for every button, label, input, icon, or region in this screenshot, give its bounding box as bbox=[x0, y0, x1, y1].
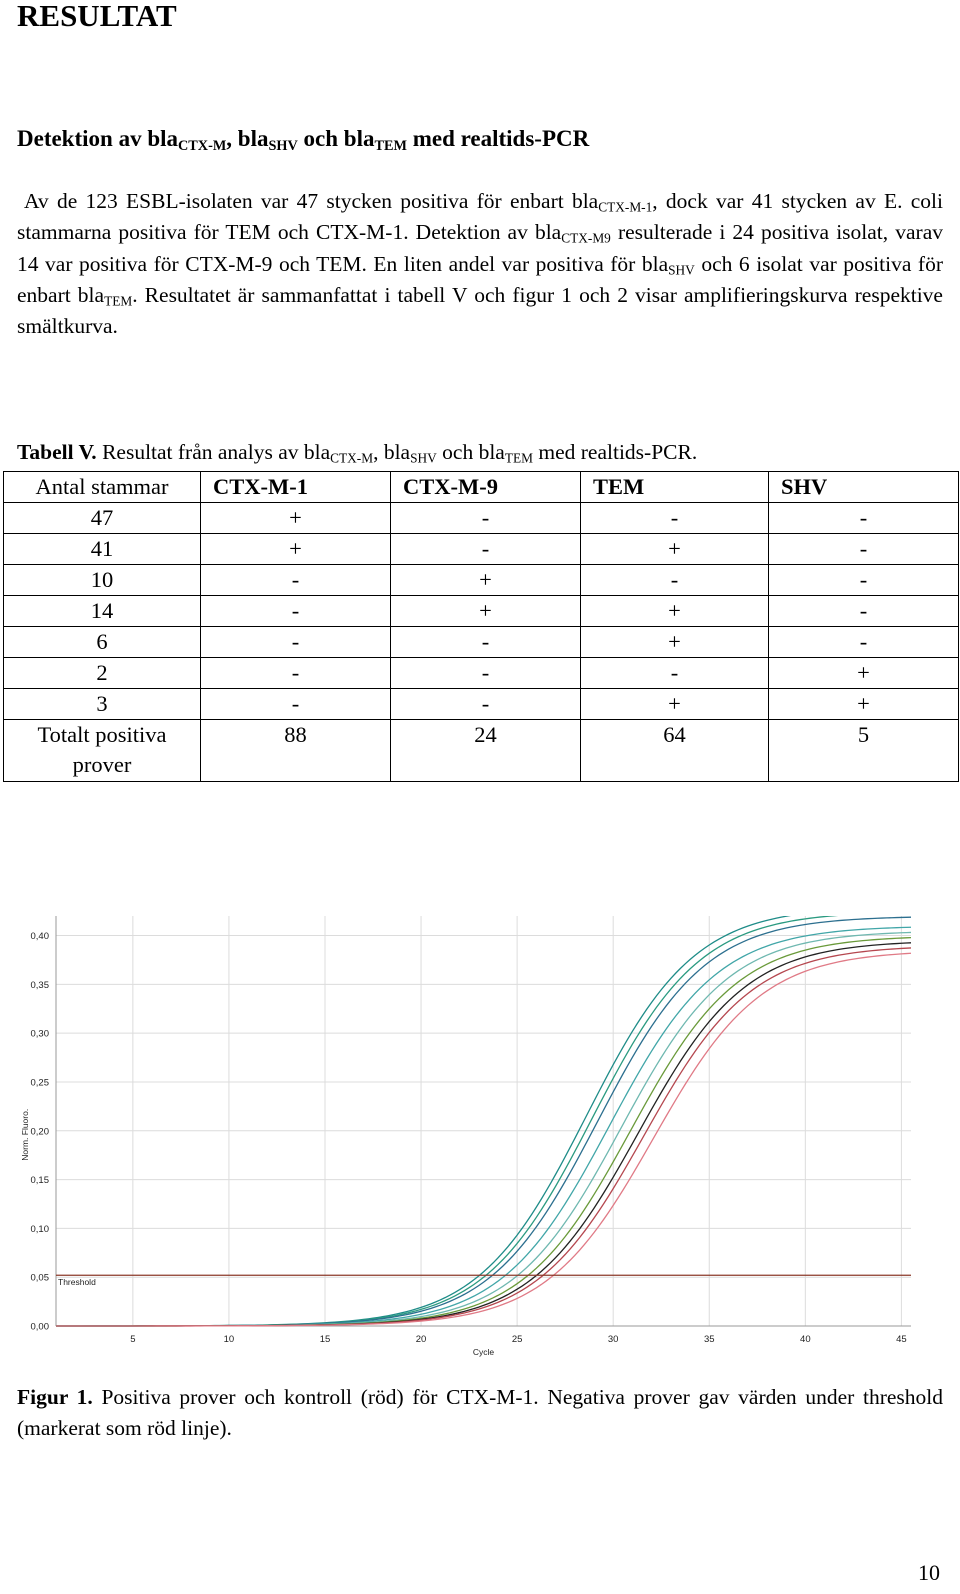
table-row: 14 - + + - bbox=[3, 595, 959, 627]
table-cell: - bbox=[580, 502, 769, 534]
table-cell: + bbox=[580, 626, 769, 658]
x-tick-label: 35 bbox=[704, 1334, 715, 1345]
x-tick-label: 40 bbox=[800, 1334, 811, 1345]
amplification-curve-9 bbox=[56, 952, 912, 1327]
table-cell: - bbox=[200, 626, 391, 658]
amplification-curve-6 bbox=[56, 936, 912, 1327]
table-cell: - bbox=[768, 626, 959, 658]
table-cell: Totalt positiva prover bbox=[3, 719, 201, 782]
table-row: 6 - - + - bbox=[3, 626, 959, 658]
table-cell: 47 bbox=[3, 502, 201, 534]
table-cell: + bbox=[200, 533, 391, 565]
table-cell: + bbox=[580, 533, 769, 565]
amplification-curve-3 bbox=[56, 916, 912, 1327]
y-tick-label: 0,10 bbox=[31, 1224, 50, 1235]
y-tick-label: 0,30 bbox=[31, 1029, 50, 1040]
table-cell: - bbox=[768, 595, 959, 627]
x-tick-label: 45 bbox=[896, 1334, 907, 1345]
table-cell: 6 bbox=[3, 626, 201, 658]
table-cell: + bbox=[200, 502, 391, 534]
table-cell: 5 bbox=[768, 719, 959, 782]
table-cell: 2 bbox=[3, 657, 201, 689]
table-cell: - bbox=[390, 533, 581, 565]
header-antal-stammar: Antal stammar bbox=[3, 471, 201, 503]
table-cell: - bbox=[390, 688, 581, 720]
table-cell: 14 bbox=[3, 595, 201, 627]
table-cell: 64 bbox=[580, 719, 769, 782]
table-total-row: Totalt positiva prover 88 24 64 5 bbox=[3, 719, 959, 782]
table-header-row: Antal stammar CTX-M-1 CTX-M-9 TEM SHV bbox=[3, 471, 959, 503]
y-tick-label: 0,05 bbox=[31, 1273, 50, 1284]
table-cell: 41 bbox=[3, 533, 201, 565]
x-tick-label: 15 bbox=[320, 1334, 331, 1345]
table-cell: - bbox=[768, 533, 959, 565]
results-table: Antal stammar CTX-M-1 CTX-M-9 TEM SHV 47… bbox=[3, 471, 959, 782]
table-row: 47 + - - - bbox=[3, 502, 959, 534]
table-cell: - bbox=[200, 595, 391, 627]
table-cell: - bbox=[580, 657, 769, 689]
table-cell: + bbox=[580, 688, 769, 720]
figure-caption: Figur 1. Positiva prover och kontroll (r… bbox=[17, 1385, 943, 1440]
table-cell: + bbox=[580, 595, 769, 627]
amplification-curve-8 bbox=[56, 947, 912, 1327]
table-cell: - bbox=[390, 657, 581, 689]
x-tick-label: 30 bbox=[608, 1334, 619, 1345]
y-axis-label: Norm. Fluoro. bbox=[20, 1109, 30, 1161]
amplification-chart: 0,00 0,05 0,10 0,15 0,20 0,25 0,30 0,35 0,40 5 10 1… bbox=[20, 916, 912, 1357]
x-axis-label: Cycle bbox=[473, 1347, 495, 1357]
y-tick-label: 0,40 bbox=[31, 931, 50, 942]
table-cell: - bbox=[390, 502, 581, 534]
table-cell: - bbox=[200, 657, 391, 689]
table-cell: - bbox=[200, 688, 391, 720]
y-tick-label: 0,20 bbox=[31, 1126, 50, 1137]
table-cell: + bbox=[768, 688, 959, 720]
y-tick-label: 0,00 bbox=[31, 1322, 50, 1333]
amplification-curve-4 bbox=[56, 926, 912, 1327]
x-tick-label: 5 bbox=[130, 1334, 135, 1345]
table-cell: - bbox=[200, 564, 391, 596]
y-tick-label: 0,35 bbox=[31, 980, 50, 991]
amplification-curve-2 bbox=[56, 916, 839, 1327]
amplification-curve-5 bbox=[56, 931, 912, 1327]
page-number: 10 bbox=[918, 1560, 940, 1585]
header-tem: TEM bbox=[580, 471, 769, 503]
x-tick-label: 10 bbox=[224, 1334, 235, 1345]
table-row: 10 - + - - bbox=[3, 564, 959, 596]
header-ctx-m-1: CTX-M-1 bbox=[200, 471, 391, 503]
results-paragraph: Av de 123 ESBL-isolaten var 47 stycken p… bbox=[17, 189, 943, 339]
y-tick-label: 0,25 bbox=[31, 1077, 50, 1088]
table-cell: + bbox=[768, 657, 959, 689]
table-caption: Tabell V. Resultat från analys av blaCTX… bbox=[17, 440, 698, 466]
table-cell: - bbox=[390, 626, 581, 658]
table-cell: - bbox=[768, 502, 959, 534]
table-cell: - bbox=[580, 564, 769, 596]
threshold-label: Threshold bbox=[58, 1277, 96, 1287]
table-row: 41 + - + - bbox=[3, 533, 959, 565]
table-cell: - bbox=[768, 564, 959, 596]
subsection-heading: Detektion av blaCTX-M, blaSHV och blaTEM… bbox=[17, 126, 590, 154]
table-cell: + bbox=[390, 564, 581, 596]
x-tick-label: 25 bbox=[512, 1334, 523, 1345]
header-ctx-m-9: CTX-M-9 bbox=[390, 471, 581, 503]
table-cell: 88 bbox=[200, 719, 391, 782]
table-row: 2 - - - + bbox=[3, 657, 959, 689]
amplification-curve-1 bbox=[56, 916, 792, 1327]
amplification-curve-7 bbox=[56, 942, 912, 1327]
table-cell: 24 bbox=[390, 719, 581, 782]
x-tick-label: 20 bbox=[416, 1334, 427, 1345]
header-shv: SHV bbox=[768, 471, 959, 503]
table-row: 3 - - + + bbox=[3, 688, 959, 720]
section-heading: RESULTAT bbox=[17, 0, 177, 33]
table-cell: 3 bbox=[3, 688, 201, 720]
y-tick-label: 0,15 bbox=[31, 1175, 50, 1186]
table-cell: 10 bbox=[3, 564, 201, 596]
table-cell: + bbox=[390, 595, 581, 627]
